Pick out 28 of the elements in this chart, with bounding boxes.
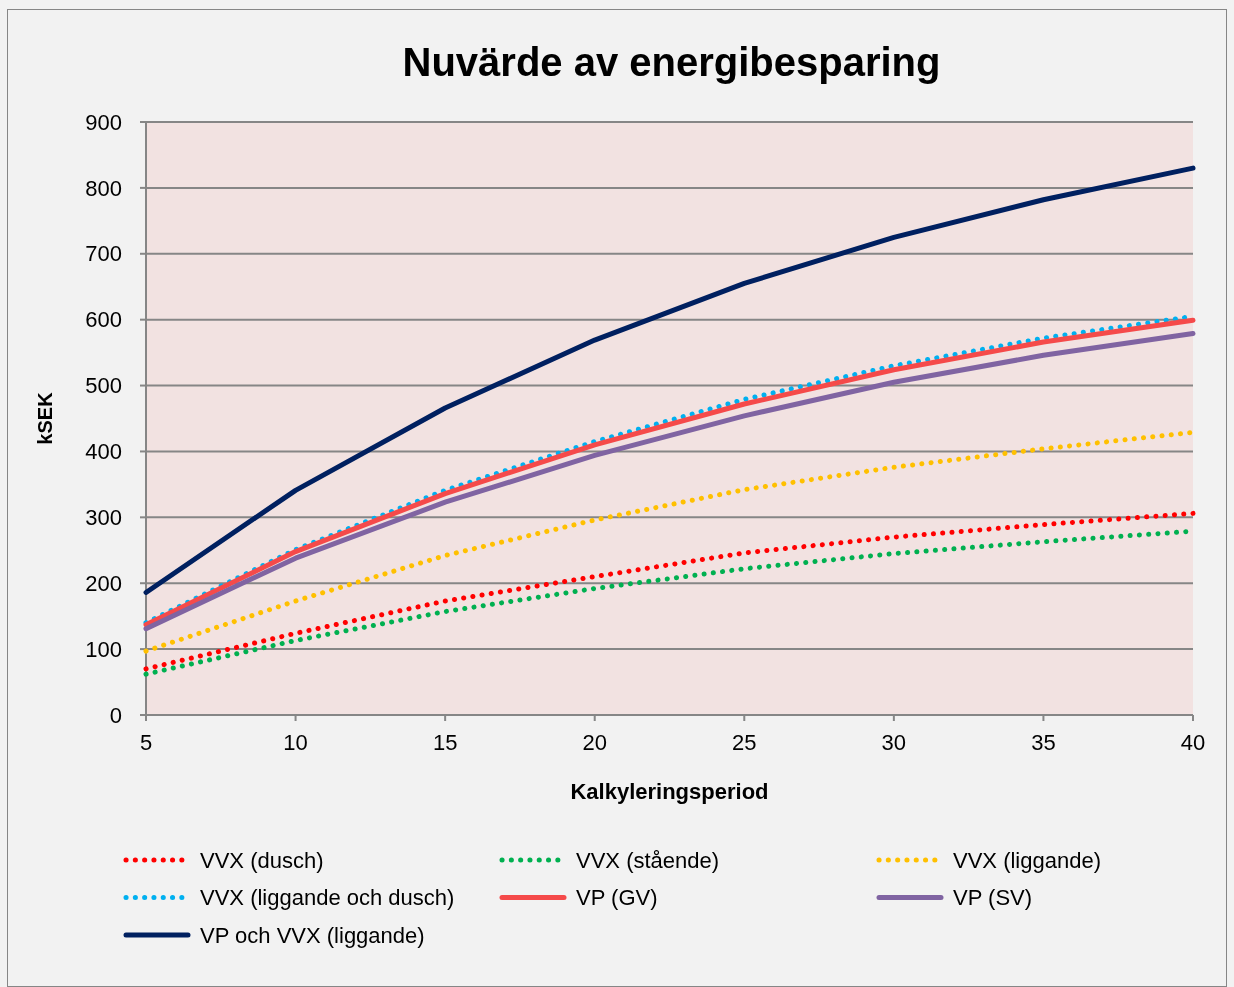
x-tick-label: 5 [139, 730, 153, 755]
y-tick-label: 400 [85, 439, 122, 465]
x-tick-label: 30 [881, 730, 907, 755]
y-tick-label: 500 [85, 373, 122, 399]
x-tick-label: 10 [283, 730, 308, 755]
legend-label: VP (GV) [576, 885, 658, 911]
y-tick-label: 900 [85, 109, 122, 135]
y-tick-label: 800 [85, 175, 122, 201]
x-tick-label: 25 [732, 730, 757, 755]
chart-title: Nuvärde av energibesparing [402, 40, 941, 84]
y-tick-label: 200 [85, 570, 122, 596]
legend-label: VVX (stående) [576, 847, 720, 873]
y-tick-label: 0 [109, 702, 122, 728]
legend-label: VVX (dusch) [200, 847, 324, 873]
x-axis-title: Kalkyleringsperiod [570, 778, 769, 804]
x-tick-label: 35 [1031, 730, 1056, 755]
y-tick-label: 100 [85, 636, 122, 662]
x-tick-label: 15 [432, 730, 458, 755]
legend-label: VP (SV) [953, 885, 1033, 911]
y-tick-label: 700 [85, 241, 122, 267]
y-axis-title: kSEK [34, 391, 56, 445]
x-tick-label: 20 [582, 730, 607, 755]
legend-label: VP och VVX (liggande) [200, 922, 425, 948]
x-tick-label: 40 [1180, 730, 1206, 755]
legend-label: VVX (liggande och dusch) [200, 885, 455, 911]
y-tick-label: 600 [85, 307, 122, 333]
legend-label: VVX (liggande) [953, 847, 1101, 873]
y-tick-label: 300 [85, 505, 122, 531]
